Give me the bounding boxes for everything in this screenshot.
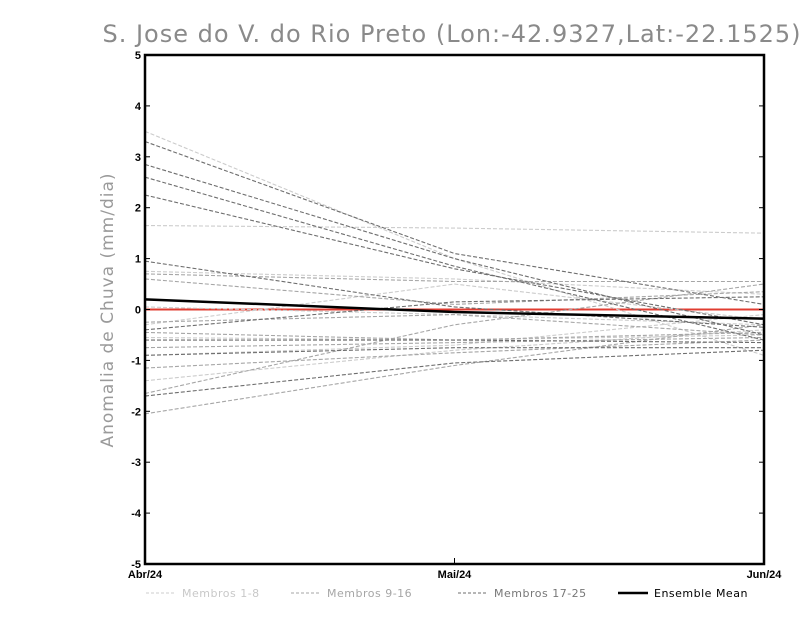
y-tick-label: 2 — [135, 203, 141, 215]
member-line-m7 — [144, 283, 765, 326]
y-tick-label: -3 — [131, 457, 141, 469]
legend-label-2: Membros 9-16 — [327, 587, 412, 600]
x-tick-label: Jun/24 — [747, 569, 783, 581]
y-axis-label: Anomalia de Chuva (mm/dia) — [98, 172, 118, 447]
y-tick-label: 0 — [135, 305, 141, 317]
member-line-m21 — [144, 260, 765, 328]
member-line-m25 — [145, 339, 765, 344]
plot-frame — [143, 53, 766, 566]
y-tick-label: 3 — [135, 152, 141, 164]
member-line-m2 — [144, 224, 765, 234]
x-tick-label: Mai/24 — [438, 569, 473, 581]
legend-label-1: Membros 1-8 — [182, 587, 260, 600]
member-line-m15 — [144, 278, 765, 305]
member-line-m23 — [144, 347, 764, 356]
member-line-m18 — [144, 163, 765, 336]
x-tick-label: Abr/24 — [128, 569, 163, 581]
legend-label-3: Membros 17-25 — [494, 587, 587, 600]
member-line-m12 — [144, 283, 765, 395]
member-line-m13 — [144, 324, 765, 415]
member-line-m24 — [144, 349, 765, 397]
y-tick-label: -2 — [131, 406, 141, 418]
member-line-m17 — [144, 141, 765, 305]
member-line-m5 — [144, 314, 765, 356]
chart-title: S. Jose do V. do Rio Preto (Lon:-42.9327… — [102, 20, 800, 48]
member-line-m3 — [144, 270, 765, 295]
y-tick-label: 4 — [135, 101, 142, 113]
y-tick-label: -4 — [131, 508, 142, 520]
y-tick-label: 5 — [135, 50, 141, 62]
member-line-m1 — [144, 130, 765, 356]
member-line-m22 — [144, 296, 765, 331]
ensemble-mean-line — [144, 298, 765, 320]
member-line-m11 — [144, 336, 765, 349]
legend-label-4: Ensemble Mean — [654, 587, 748, 600]
member-line-m20 — [144, 194, 765, 326]
member-line-m16 — [144, 339, 765, 369]
y-tick-label: -5 — [131, 559, 141, 571]
y-tick-label: -1 — [131, 355, 141, 367]
y-tick-label: 1 — [135, 254, 141, 266]
member-line-m10 — [144, 314, 765, 336]
